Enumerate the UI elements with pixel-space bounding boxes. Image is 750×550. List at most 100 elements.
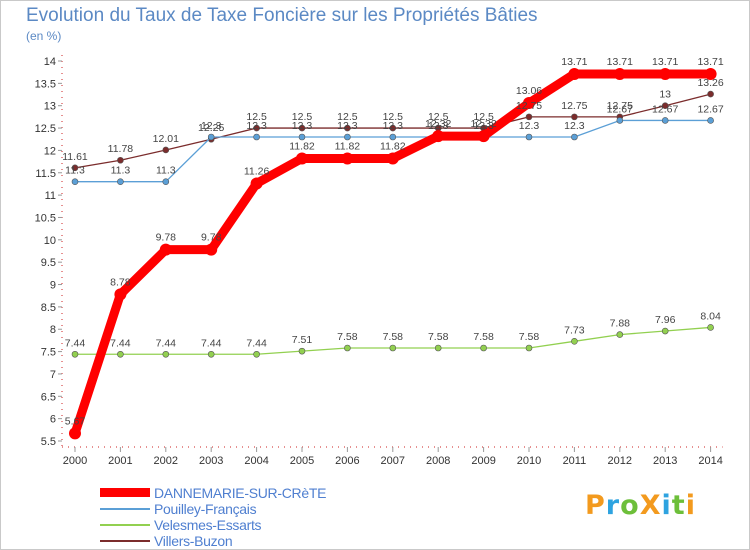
data-point [71,350,79,358]
data-label: 12.5 [337,111,358,123]
legend-label: Villers-Buzon [154,533,233,549]
data-label: 12.5 [383,111,404,123]
data-label: 7.44 [201,337,222,349]
logo-letter: i [685,490,696,521]
data-label: 13.06 [516,85,542,97]
y-tick-label: 13 [44,101,56,113]
data-point [389,124,397,132]
data-point [571,133,578,141]
data-label: 7.58 [473,331,494,343]
data-label: 12.3 [292,120,313,132]
y-tick-label: 8 [50,324,56,336]
data-label: 8.04 [700,310,721,322]
x-tick-label: 2013 [653,455,677,467]
legend-label: Pouilley-Français [154,501,257,517]
data-label: 13.71 [652,56,678,68]
x-tick-label: 2011 [563,455,587,467]
data-point [661,117,669,124]
data-label: 12.67 [697,103,723,115]
y-tick-label: 11 [45,190,56,202]
data-point [344,124,351,132]
data-label: 11.78 [108,143,134,155]
data-label: 13.71 [607,56,633,68]
legend-item-villers: Villers-Buzon [100,533,400,549]
legend-item-velesmes: Velesmes-Essarts [100,517,400,533]
legend-swatch [100,540,150,542]
data-label: 12.3 [383,120,404,132]
logo-letter: i [661,490,672,521]
data-point [69,427,81,440]
data-label: 8.78 [110,276,131,288]
data-label: 7.44 [246,337,267,349]
data-point [386,152,399,165]
data-point [571,113,578,121]
logo-letter: X [639,490,662,521]
data-point [71,164,79,172]
data-label: 5.67 [65,415,86,427]
y-tick-label: 14 [44,56,56,68]
chart-title: Evolution du Taux de Taxe Foncière sur l… [26,5,538,26]
data-label: 12.67 [607,103,633,115]
data-label: 12.3 [246,120,267,132]
data-label: 7.44 [110,337,131,349]
x-tick-label: 2014 [698,455,722,467]
y-tick-label: 12.5 [35,123,56,135]
x-tick-label: 2000 [63,455,87,467]
data-point [432,130,445,143]
data-point [434,344,442,352]
data-label: 12.3 [473,120,494,132]
data-point [659,67,672,80]
y-tick-label: 12 [44,145,56,157]
data-point [568,67,581,80]
data-label: 12.5 [292,111,313,123]
series-lines [69,67,717,440]
data-label: 11.82 [335,140,361,152]
data-point [117,350,124,358]
x-tick-label: 2003 [199,455,223,467]
legend-label: Velesmes-Essarts [154,517,262,533]
data-point [117,178,124,186]
data-point [707,90,714,98]
data-label: 11.3 [111,165,131,177]
x-tick-label: 2005 [290,455,314,467]
proxiti-logo: ProXiti [585,490,696,521]
data-label: 7.44 [65,337,86,349]
y-tick-label: 6.5 [41,391,56,403]
data-point [117,156,124,164]
data-point [525,344,533,352]
logo-letter: r [605,490,621,521]
y-tick-label: 13.5 [35,78,56,90]
data-point [661,102,669,110]
data-label: 11.82 [380,140,406,152]
data-label: 7.96 [655,314,676,326]
data-label: 11.26 [244,165,270,177]
x-tick-label: 2009 [471,455,495,467]
data-label: 11.3 [156,165,176,177]
y-tick-label: 11.5 [35,168,56,180]
logo-letter: o [620,490,640,521]
data-label: 12.3 [519,120,540,132]
data-point [71,178,79,186]
data-point [525,133,533,141]
data-label: 7.58 [383,331,404,343]
data-point [704,67,717,80]
data-label: 7.58 [337,331,358,343]
x-tick-label: 2008 [426,455,450,467]
data-label: 13.26 [697,77,723,89]
y-axis-unit: (en %) [26,29,62,43]
x-tick-label: 2010 [517,455,541,467]
data-point [250,177,263,190]
y-tick-label: 8.5 [41,302,56,314]
data-label: 12.75 [516,100,542,112]
data-point [253,133,260,141]
data-label: 12.75 [607,100,633,112]
data-point [298,133,306,141]
logo-letter: P [585,490,606,521]
y-tick-label: 9.5 [41,257,56,269]
legend-item-dannemarie: DANNEMARIE-SUR-CRèTE [100,485,400,501]
data-point [253,350,260,358]
data-point [159,243,172,256]
data-point [344,133,351,141]
data-point [298,347,306,355]
